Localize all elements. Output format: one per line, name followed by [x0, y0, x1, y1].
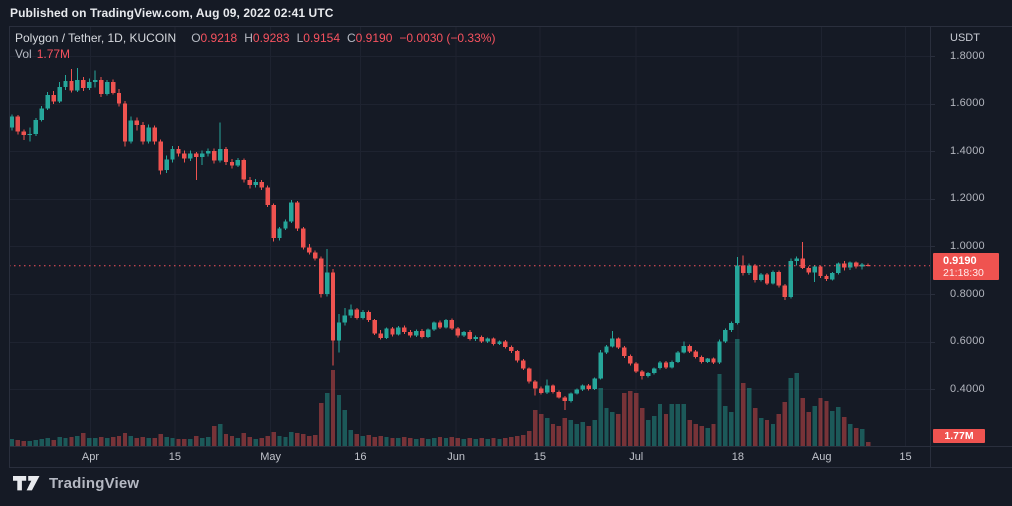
time-axis-label: 15: [533, 451, 547, 463]
ohlc-value: 0.9154: [303, 31, 340, 45]
ohlc-key: O: [191, 31, 201, 45]
last-price-tag: 0.9190 21:18:30: [933, 253, 999, 280]
ohlc-key: H: [244, 31, 253, 45]
tradingview-brand-link[interactable]: TradingView: [13, 475, 139, 492]
tradingview-logo-icon: [13, 476, 40, 491]
time-axis-label: Apr: [81, 451, 100, 463]
published-header: Published on TradingView.com, Aug 09, 20…: [10, 6, 334, 20]
time-axis-label: Jun: [447, 451, 465, 463]
ohlc-key: C: [347, 31, 356, 45]
last-price-value: 0.9190: [943, 255, 977, 267]
volume-legend: Vol 1.77M: [15, 47, 70, 61]
volume-label: Vol: [15, 47, 32, 61]
time-axis-label: Aug: [811, 451, 832, 463]
ohlc-value: 0.9190: [355, 31, 393, 45]
price-axis-label: 0.8000: [950, 287, 985, 300]
price-axis-label: 0.4000: [950, 382, 985, 395]
time-axis-label: 18: [731, 451, 744, 463]
price-axis-label: 1.2000: [950, 192, 985, 205]
price-axis-label: 1.4000: [950, 144, 985, 157]
price-axis-currency: USDT: [950, 32, 980, 44]
time-axis-label: 15: [899, 451, 912, 463]
time-axis-label: 15: [168, 451, 182, 463]
price-axis-label: 0.6000: [950, 335, 985, 348]
ohlc-value: 0.9283: [252, 31, 290, 45]
time-axis-label: 16: [354, 451, 367, 463]
ohlc-key: L: [296, 31, 304, 45]
chart-legend: Polygon / Tether, 1D, KUCOIN O0.9218 H0.92…: [15, 31, 495, 45]
price-axis-label: 1.0000: [950, 239, 985, 252]
bar-countdown: 21:18:30: [943, 267, 984, 279]
volume-value: 1.77M: [36, 47, 71, 61]
time-axis-label: May: [260, 451, 281, 463]
last-volume-tag: 1.77M: [933, 429, 985, 443]
symbol-title: Polygon / Tether, 1D, KUCOIN: [15, 31, 177, 45]
ohlc-value: 0.9218: [200, 31, 238, 45]
price-axis-label: 1.8000: [950, 49, 985, 62]
price-axis-label: 1.6000: [950, 97, 985, 110]
change-value: −0.0030 (−0.33%): [399, 31, 496, 45]
time-axis-label: Jul: [629, 451, 644, 463]
ohlc-values: O0.9218 H0.9283 L0.9154 C0.9190: [184, 31, 392, 45]
tradingview-brand-text: TradingView: [49, 475, 140, 492]
